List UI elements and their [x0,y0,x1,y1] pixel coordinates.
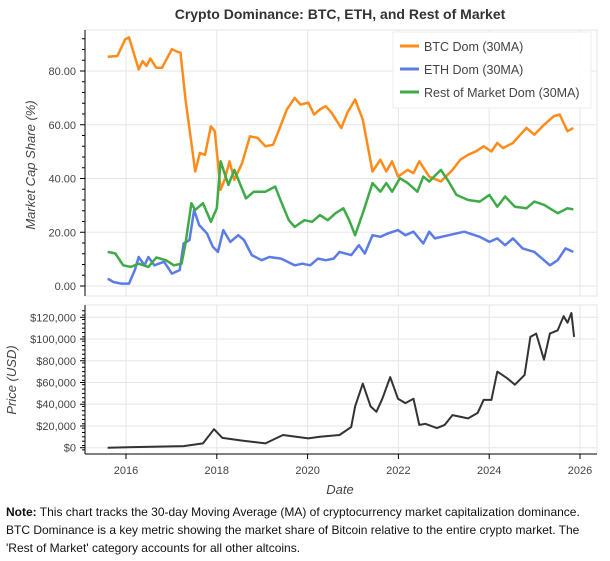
x-tick-label: 2020 [295,465,319,477]
y-tick-label: $60,000 [36,378,76,390]
legend-box [392,31,592,109]
legend-entry: BTC Dom (30MA) [424,40,523,54]
footnote: Note: This chart tracks the 30-day Movin… [6,503,606,557]
y-tick-label: 60.00 [48,120,76,132]
chart-title: Crypto Dominance: BTC, ETH, and Rest of … [175,6,506,22]
y-tick-label: $40,000 [36,399,76,411]
note-text: This chart tracks the 30-day Moving Aver… [6,505,580,555]
x-tick-label: 2016 [114,465,138,477]
series-line-btc [107,36,574,192]
series-line-price [107,312,576,449]
y-tick-label: 80.00 [48,66,76,78]
y-tick-label: 0.00 [55,281,76,293]
y-tick-label: $0 [64,443,76,455]
legend-entry: ETH Dom (30MA) [424,63,523,77]
x-tick-label: 2018 [205,465,229,477]
y-tick-label: $100,000 [30,334,76,346]
series-line-rest [107,160,574,269]
x-tick-label: 2026 [568,465,592,477]
note-label: Note: [6,505,37,519]
x-axis-label: Date [326,482,353,497]
price-plot: 2016 2018 2020 2022 2024 2026 $0 $20,000 $40,000… [30,304,598,477]
chart-svg: Crypto Dominance: BTC, ETH, and Rest of … [4,6,598,497]
y-tick-label: 20.00 [48,227,76,239]
y-tick-label: $20,000 [36,421,76,433]
x-tick-label: 2024 [477,465,501,477]
y-axis-label-price: Price (USD) [4,345,19,414]
y-tick-label: 40.00 [48,174,76,186]
y-tick-label: $120,000 [30,312,76,324]
y-tick-label: $80,000 [36,356,76,368]
series-line-eth [107,208,574,285]
plot-frame [84,304,598,455]
y-axis-label-dominance: Market Cap Share (%) [23,100,38,229]
legend-entry: Rest of Market Dom (30MA) [424,86,580,100]
x-tick-label: 2022 [386,465,410,477]
legend: BTC Dom (30MA) ETH Dom (30MA) Rest of Mark… [392,31,592,109]
